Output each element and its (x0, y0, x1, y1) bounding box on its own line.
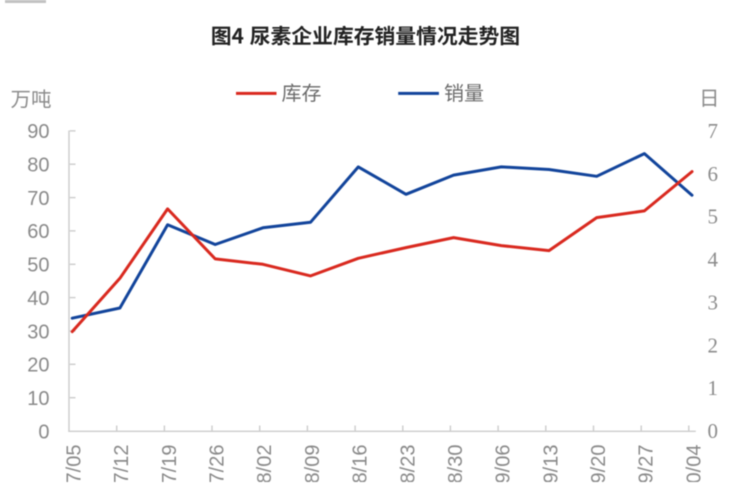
svg-text:20: 20 (27, 355, 49, 377)
svg-text:10: 10 (27, 388, 49, 410)
svg-text:7/19: 7/19 (159, 445, 181, 483)
svg-text:7: 7 (708, 119, 719, 143)
svg-text:40: 40 (27, 288, 49, 310)
svg-text:7/05: 7/05 (64, 445, 86, 483)
svg-text:30: 30 (27, 321, 49, 343)
svg-text:7/26: 7/26 (207, 445, 229, 483)
svg-text:8/09: 8/09 (302, 445, 324, 483)
svg-text:70: 70 (27, 188, 49, 210)
svg-text:9/20: 9/20 (588, 445, 610, 483)
svg-text:90: 90 (27, 121, 49, 143)
svg-text:4: 4 (708, 248, 719, 272)
svg-text:8/02: 8/02 (254, 445, 276, 483)
svg-text:8/30: 8/30 (445, 445, 467, 483)
svg-text:10/04: 10/04 (683, 445, 705, 483)
svg-text:1: 1 (708, 376, 719, 400)
svg-text:8/23: 8/23 (397, 445, 419, 483)
svg-text:3: 3 (708, 290, 719, 314)
svg-text:9/13: 9/13 (540, 445, 562, 483)
svg-text:50: 50 (27, 255, 49, 277)
svg-text:60: 60 (27, 221, 49, 243)
svg-text:9/27: 9/27 (636, 445, 658, 483)
svg-text:0: 0 (38, 421, 49, 443)
svg-text:7/12: 7/12 (111, 445, 133, 483)
svg-text:9/06: 9/06 (493, 445, 515, 483)
svg-text:8/16: 8/16 (350, 445, 372, 483)
svg-text:80: 80 (27, 155, 49, 177)
svg-text:0: 0 (708, 419, 719, 443)
svg-text:5: 5 (708, 205, 719, 229)
svg-text:2: 2 (708, 333, 719, 357)
svg-text:6: 6 (708, 162, 719, 186)
